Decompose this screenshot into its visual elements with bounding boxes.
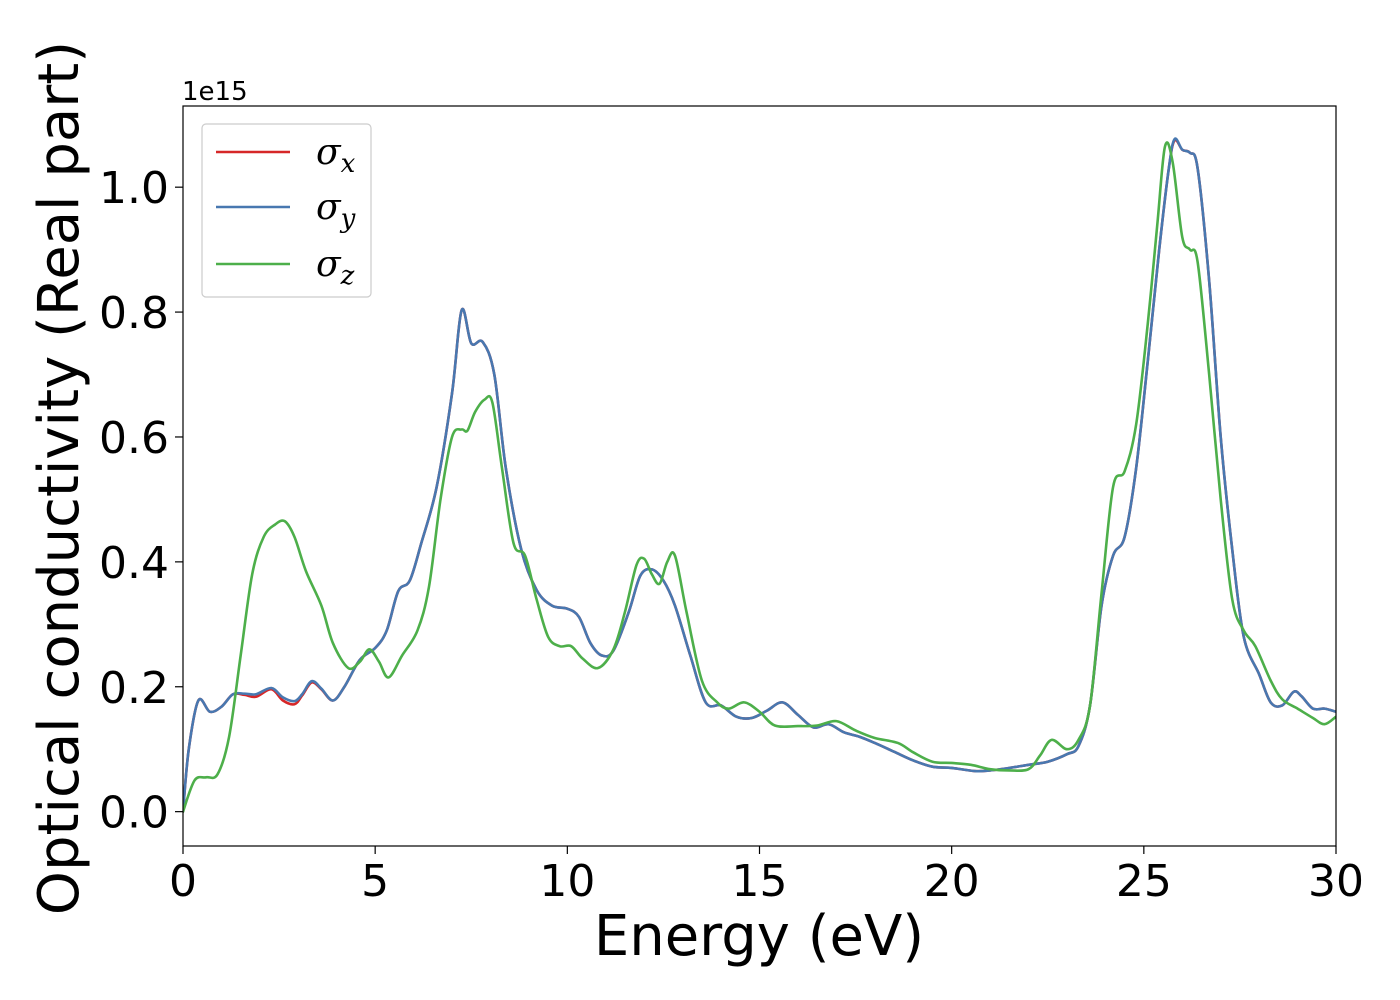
y-axis-title: Optical conductivity (Real part) <box>27 41 92 915</box>
x-axis-title: Energy (eV) <box>594 904 924 969</box>
x-axis-ticks: 0 5 10 15 20 25 30 <box>169 846 1364 907</box>
x-tick-label: 10 <box>539 856 595 907</box>
x-tick-label: 20 <box>924 856 980 907</box>
y-tick-label: 0.4 <box>99 538 169 589</box>
legend: σx σy σz <box>201 123 372 298</box>
x-tick-label: 15 <box>732 856 788 907</box>
y-tick-label: 0.0 <box>99 788 169 839</box>
series-layer <box>183 137 1336 813</box>
y-tick-label: 0.8 <box>99 288 169 339</box>
legend-box <box>201 123 372 298</box>
legend-label-y: σy <box>316 187 356 234</box>
y-tick-label: 0.2 <box>99 663 169 714</box>
legend-label-x: σx <box>316 132 356 179</box>
y-axis-offset-text: 1e15 <box>182 77 248 107</box>
series-line-y <box>183 137 1336 813</box>
legend-label-z: σz <box>316 244 355 291</box>
x-tick-label: 25 <box>1116 856 1172 907</box>
y-axis-ticks: 0.0 0.2 0.4 0.6 0.8 1.0 <box>99 163 183 839</box>
x-tick-label: 5 <box>361 856 389 907</box>
x-tick-label: 30 <box>1308 856 1364 907</box>
y-tick-label: 1.0 <box>99 163 169 214</box>
x-tick-label: 0 <box>169 856 197 907</box>
y-tick-label: 0.6 <box>99 413 169 464</box>
series-line-z <box>183 141 1336 813</box>
